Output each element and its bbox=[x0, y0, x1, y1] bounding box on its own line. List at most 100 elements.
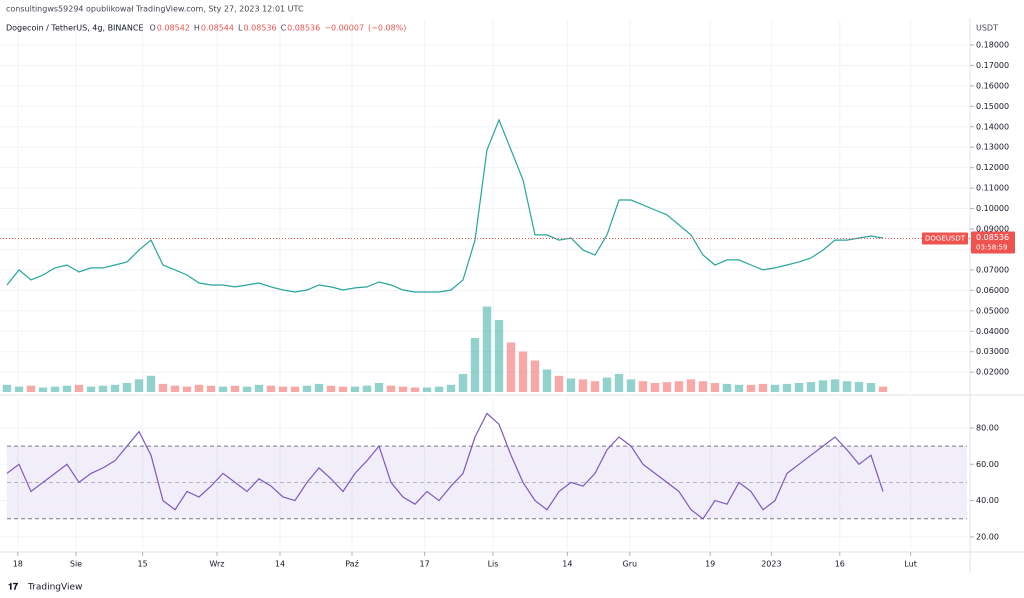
volume-bar bbox=[878, 386, 888, 392]
y-tick-label: 0.18000 bbox=[976, 40, 1009, 49]
y-tick-label: 0.06000 bbox=[976, 286, 1009, 295]
volume-bar bbox=[134, 379, 144, 392]
volume-bar bbox=[182, 386, 192, 392]
volume-bar bbox=[122, 383, 132, 392]
volume-bar bbox=[638, 381, 648, 392]
volume-bar bbox=[662, 382, 672, 392]
volume-bar bbox=[866, 383, 876, 392]
volume-bar bbox=[266, 385, 276, 392]
legend-value: O bbox=[150, 24, 156, 33]
y-tick-label: 0.04000 bbox=[976, 327, 1009, 336]
x-tick-label: Lut bbox=[904, 560, 917, 569]
volume-bar bbox=[530, 360, 540, 392]
legend-value: 0.08536 bbox=[243, 24, 276, 33]
volume-bar bbox=[230, 385, 240, 392]
volume-bar bbox=[602, 377, 612, 392]
price-tag-countdown: 03:58:59 bbox=[976, 243, 1007, 251]
y-tick-label: 80.00 bbox=[976, 423, 999, 432]
volume-bar bbox=[434, 386, 444, 392]
volume-bar bbox=[74, 384, 84, 392]
volume-bar bbox=[26, 385, 36, 392]
volume-bar bbox=[218, 386, 228, 392]
volume-bar bbox=[482, 306, 492, 392]
volume-bar bbox=[386, 385, 396, 392]
volume-bar bbox=[86, 386, 96, 392]
volume-bar bbox=[578, 379, 588, 392]
y-tick-label: 0.16000 bbox=[976, 81, 1009, 90]
y-tick-label: 0.02000 bbox=[976, 368, 1009, 377]
y-tick-label: 0.09000 bbox=[976, 225, 1009, 234]
volume-bar bbox=[782, 383, 792, 392]
volume-bar bbox=[38, 387, 48, 392]
price-tag-value: 0.08536 bbox=[976, 233, 1009, 242]
y-tick-label: 0.15000 bbox=[976, 102, 1009, 111]
volume-bar bbox=[398, 386, 408, 392]
legend-value: 0.08542 bbox=[157, 24, 190, 33]
y-tick-label: 0.13000 bbox=[976, 143, 1009, 152]
volume-bar bbox=[758, 383, 768, 392]
volume-bar bbox=[650, 383, 660, 392]
y-tick-label: 0.12000 bbox=[976, 163, 1009, 172]
volume-bar bbox=[806, 382, 816, 392]
volume-bar bbox=[302, 385, 312, 392]
volume-bar bbox=[794, 383, 804, 392]
symbol-tag bbox=[922, 232, 968, 245]
volume-bar bbox=[842, 381, 852, 392]
y-tick-label: 60.00 bbox=[976, 460, 999, 469]
price-line bbox=[6, 118, 884, 293]
x-tick-label: 18 bbox=[13, 560, 23, 569]
y-tick-label: 0.10000 bbox=[976, 204, 1009, 213]
volume-bar bbox=[98, 385, 108, 392]
price-tag bbox=[971, 231, 1015, 254]
volume-bar bbox=[734, 384, 744, 392]
x-tick-label: 16 bbox=[835, 560, 845, 569]
volume-bar bbox=[554, 375, 564, 392]
y-tick-label: 20.00 bbox=[976, 532, 999, 541]
x-tick-label: Wrz bbox=[209, 560, 224, 569]
volume-bar bbox=[242, 386, 252, 392]
x-tick-label: 14 bbox=[275, 560, 285, 569]
x-tick-label: 14 bbox=[562, 560, 572, 569]
volume-bar bbox=[278, 386, 288, 392]
volume-bar bbox=[830, 379, 840, 392]
legend-value: 0.08544 bbox=[201, 24, 234, 33]
volume-bar bbox=[62, 385, 72, 392]
volume-bar bbox=[746, 384, 756, 392]
rsi-line bbox=[6, 412, 884, 520]
volume-bar bbox=[362, 385, 372, 392]
x-tick-label: 15 bbox=[138, 560, 148, 569]
y-tick-label: 0.07000 bbox=[976, 265, 1009, 274]
author-line: consultingws59294 opublikował TradingVie… bbox=[6, 5, 304, 14]
volume-bar bbox=[566, 378, 576, 392]
y-tick-label: 40.00 bbox=[976, 496, 999, 505]
y-tick-label: 0.14000 bbox=[976, 122, 1009, 131]
volume-bar bbox=[254, 384, 264, 392]
volume-bar bbox=[674, 381, 684, 392]
volume-bar bbox=[770, 384, 780, 392]
volume-bar bbox=[854, 382, 864, 392]
y-tick-label: 0.05000 bbox=[976, 306, 1009, 315]
volume-bar bbox=[410, 387, 420, 392]
volume-bar bbox=[698, 381, 708, 392]
volume-bar bbox=[686, 379, 696, 392]
volume-bar bbox=[446, 384, 456, 392]
brand-logo: 𝟏𝟕 bbox=[8, 582, 18, 593]
volume-bar bbox=[206, 385, 216, 392]
volume-bar bbox=[110, 384, 120, 392]
y-axis-label: USDT bbox=[976, 24, 998, 33]
y-tick-label: 0.17000 bbox=[976, 61, 1009, 70]
volume-bar bbox=[326, 385, 336, 392]
x-tick-label: Paź bbox=[345, 560, 359, 569]
x-tick-label: 17 bbox=[420, 560, 430, 569]
x-tick-label: Sie bbox=[70, 560, 82, 569]
y-tick-label: 0.03000 bbox=[976, 347, 1009, 356]
volume-bar bbox=[50, 386, 60, 392]
volume-bar bbox=[542, 369, 552, 392]
volume-bar bbox=[614, 374, 624, 392]
volume-bar bbox=[626, 379, 636, 392]
volume-bar bbox=[710, 383, 720, 392]
volume-bar bbox=[518, 351, 528, 392]
legend-title: Dogecoin / TetherUS, 4g, BINANCE bbox=[6, 24, 144, 33]
volume-bar bbox=[290, 386, 300, 392]
volume-bar bbox=[422, 387, 432, 392]
